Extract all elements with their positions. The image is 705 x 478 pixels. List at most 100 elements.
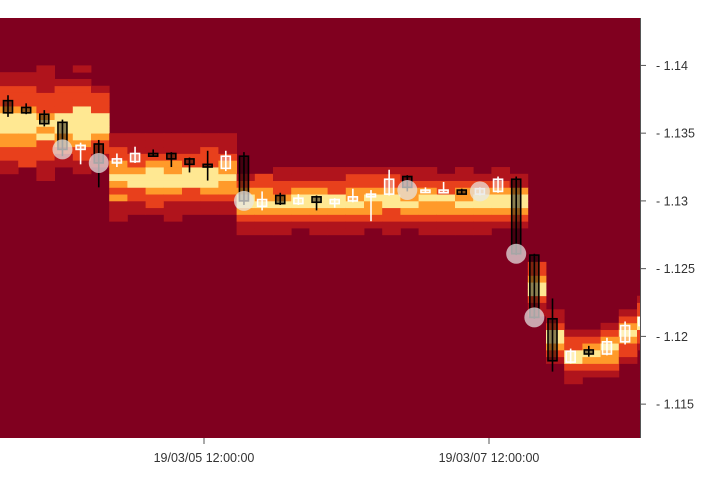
heatmap-cell [509, 207, 529, 215]
heatmap-cell [491, 173, 510, 181]
heatmap-cell [382, 221, 401, 229]
candle-body [293, 197, 304, 205]
heatmap-cell [54, 85, 74, 93]
heatmap-cell [0, 133, 19, 141]
candle-body [438, 189, 449, 194]
heatmap-cell [145, 133, 165, 141]
heatmap-cell [218, 167, 237, 175]
candle-body [184, 158, 195, 166]
heatmap-cell [72, 139, 92, 148]
heatmap-cell [145, 160, 165, 168]
heatmap-cell [618, 309, 638, 317]
heatmap-cell [527, 295, 547, 303]
heatmap-cell [18, 126, 37, 134]
heatmap-cell [564, 377, 583, 385]
heatmap-cell [218, 200, 237, 209]
y-tick-label: - 1.125 [656, 262, 695, 276]
heatmap-cell [564, 343, 583, 351]
heatmap-cell [54, 126, 74, 134]
heatmap-cell [527, 302, 547, 310]
heatmap-cell [418, 221, 438, 229]
heatmap-cell [309, 214, 328, 222]
heatmap-cell [182, 194, 201, 202]
heatmap-cell [72, 133, 92, 141]
heatmap-cell [273, 194, 292, 202]
heatmap-cell [618, 329, 638, 337]
heatmap-cell [418, 200, 438, 209]
heatmap-cell [364, 194, 383, 202]
heatmap-cell [273, 207, 292, 215]
heatmap-cell [600, 329, 620, 337]
heatmap-cell [72, 119, 92, 127]
heatmap-cell [345, 194, 365, 202]
heatmap-cell [200, 200, 219, 209]
heatmap-cell [382, 200, 401, 209]
heatmap-cell [309, 173, 328, 181]
heatmap-cell [309, 194, 328, 202]
heatmap-cell [163, 160, 183, 168]
heatmap-cell [18, 99, 37, 107]
heatmap-cell [109, 160, 128, 168]
heatmap-cell [145, 194, 165, 202]
heatmap-cell [273, 173, 292, 181]
heatmap-cell [491, 200, 510, 209]
heatmap-cell [345, 221, 365, 229]
heatmap-cell [273, 167, 292, 175]
heatmap-cell [455, 214, 474, 222]
heatmap-cell [273, 200, 292, 209]
heatmap-cell [509, 214, 529, 222]
heatmap-cell [36, 153, 55, 161]
candle-body [111, 158, 123, 164]
heatmap-cell [637, 322, 640, 331]
heatmap-cell [327, 214, 347, 222]
heatmap-cell [218, 153, 237, 161]
heatmap-cell [182, 139, 201, 148]
heatmap-cell [600, 356, 620, 364]
heatmap-cell [582, 336, 601, 344]
heatmap-cell [200, 207, 219, 215]
heatmap-cell [200, 133, 219, 141]
heatmap-cell [436, 228, 456, 236]
heatmap-cell [218, 133, 237, 141]
heatmap-cell [327, 200, 347, 209]
candle-body [129, 152, 141, 163]
heatmap-cell [36, 146, 55, 154]
heatmap-cell [0, 72, 19, 80]
heatmap-cell [91, 133, 110, 141]
heatmap-cell [309, 180, 328, 188]
heatmap-cell [327, 187, 347, 195]
heatmap-cell [327, 207, 347, 215]
heatmap-cell [309, 207, 328, 215]
heatmap-cell [0, 85, 19, 93]
heatmap-cell [491, 180, 510, 188]
heatmap-cell [145, 167, 165, 175]
candle-body [601, 341, 613, 355]
heatmap-cell [254, 221, 274, 229]
candle-body [456, 189, 468, 195]
heatmap-cell [364, 200, 383, 209]
heatmap-cell [546, 349, 565, 358]
heatmap-cell [491, 194, 510, 202]
heatmap-cell [327, 173, 347, 181]
heatmap-cell [72, 99, 92, 107]
heatmap-cell [163, 173, 183, 181]
heatmap-cell [400, 167, 419, 175]
heatmap-cell [473, 173, 492, 181]
heatmap-cell [54, 119, 74, 127]
y-tick-label: - 1.12 [656, 330, 688, 344]
heatmap-cell [72, 85, 92, 93]
heatmap-cell [72, 126, 92, 134]
heatmap-cell [0, 119, 19, 127]
heatmap-cell [455, 187, 474, 195]
candle-body [75, 144, 86, 151]
heatmap-cell [0, 160, 19, 168]
heatmap-cell [345, 167, 365, 175]
heatmap-cell [36, 106, 55, 114]
heatmap-cell [637, 329, 640, 337]
heatmap-cell [455, 173, 474, 181]
heatmap-cell [564, 363, 583, 371]
heatmap-cell [291, 167, 310, 175]
candle-body [256, 198, 268, 208]
heatmap-cell [200, 139, 219, 148]
heatmap-cell [582, 329, 601, 337]
